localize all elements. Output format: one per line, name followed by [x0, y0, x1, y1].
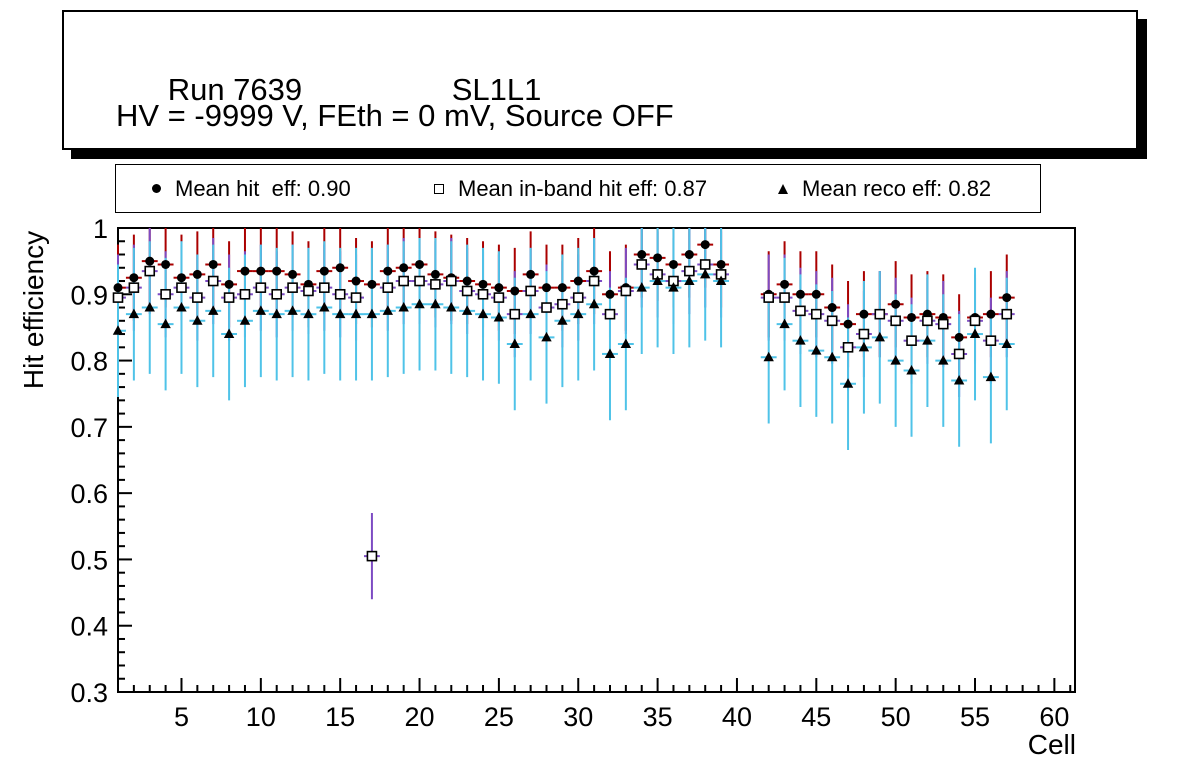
legend-label-reco-eff: Mean reco eff: 0.82 — [802, 175, 992, 201]
title-line-1: Run 7639 SL1L1 — [116, 36, 542, 144]
legend-item-reco-eff: Mean reco eff: 0.82 — [778, 165, 991, 212]
x-tick-label: 60 — [1039, 702, 1069, 732]
x-axis-title: Cell — [1027, 729, 1076, 760]
x-tick-label: 45 — [801, 702, 831, 732]
legend-item-in-band-hit-eff: Mean in-band hit eff: 0.87 — [434, 165, 707, 212]
title-box: Run 7639 SL1L1 HV = -9999 V, FEth = 0 mV,… — [62, 10, 1138, 150]
legend-label-hit-eff: Mean hit eff: 0.90 — [175, 175, 351, 201]
y-tick-label: 0.6 — [70, 479, 108, 509]
plot-frame — [117, 227, 1076, 693]
y-tick-label: 0.8 — [70, 347, 108, 377]
y-tick-label: 0.4 — [70, 612, 108, 642]
y-tick-label: 0.3 — [70, 678, 108, 708]
x-tick-label: 25 — [484, 702, 514, 732]
filled-triangle-icon — [778, 183, 788, 194]
layer-label: SL1L1 — [451, 72, 542, 107]
open-square-icon — [434, 183, 444, 194]
x-tick-label: 40 — [722, 702, 752, 732]
markers-mean-in-band-hit-eff — [112, 259, 1013, 562]
x-tick-label: 5 — [174, 702, 189, 732]
markers-mean-reco-eff — [112, 268, 1012, 388]
x-tick-label: 20 — [405, 702, 435, 732]
x-tick-label: 50 — [881, 702, 911, 732]
y-tick-label: 0.7 — [70, 413, 108, 443]
legend-item-hit-eff: Mean hit eff: 0.90 — [152, 165, 351, 212]
y-tick-label: 0.5 — [70, 545, 108, 575]
x-tick-label: 15 — [325, 702, 355, 732]
legend: Mean hit eff: 0.90 Mean in-band hit eff:… — [115, 164, 1041, 213]
legend-label-in-band-hit-eff: Mean in-band hit eff: 0.87 — [458, 175, 708, 201]
x-tick-label: 30 — [563, 702, 593, 732]
filled-circle-icon — [152, 184, 161, 193]
x-tick-label: 55 — [960, 702, 990, 732]
x-axis: 5 10 15 20 25 30 35 40 45 50 55 60 — [117, 678, 1072, 732]
run-label: Run 7639 — [167, 72, 303, 107]
y-axis: 0.3 0.4 0.5 0.6 0.7 0.8 0.9 1 — [70, 214, 132, 708]
x-tick-label: 10 — [246, 702, 276, 732]
y-tick-label: 1 — [93, 214, 108, 244]
x-tick-label: 35 — [643, 702, 673, 732]
y-tick-label: 0.9 — [70, 280, 108, 310]
conditions-label: HV = -9999 V, FEth = 0 mV, Source OFF — [116, 98, 674, 133]
